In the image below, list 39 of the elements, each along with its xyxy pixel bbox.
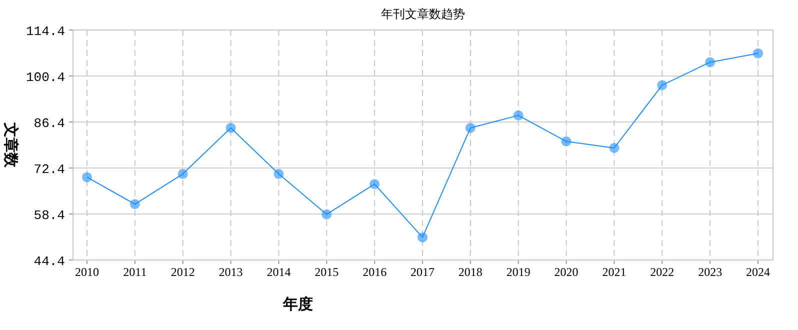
point (753, 48, 763, 58)
y-tick-label: 72.4 (34, 162, 66, 177)
x-tick-label: 2019 (506, 265, 530, 279)
x-tick-label: 2016 (362, 265, 387, 279)
x-tick-label: 2010 (75, 265, 99, 279)
x-tick-label: 2013 (218, 265, 243, 279)
point (465, 122, 476, 133)
y-axis-title: 文章数 (2, 122, 20, 168)
x-tick-label: 2021 (602, 265, 626, 279)
x-tick-label: 2024 (746, 265, 770, 279)
x-tick-label: 2020 (554, 265, 578, 279)
x-axis-title: 年度 (282, 295, 313, 313)
point (274, 168, 284, 179)
x-tick-label: 2014 (266, 265, 291, 279)
point (513, 110, 524, 120)
point (178, 168, 188, 179)
point (418, 232, 428, 242)
point (130, 199, 140, 210)
y-tick-label: 100.4 (26, 70, 66, 85)
y-tick-label: 58.4 (34, 208, 66, 223)
x-tick-label: 2017 (410, 265, 434, 279)
y-tick-label: 114.4 (26, 24, 66, 39)
point (561, 136, 572, 146)
point (705, 57, 716, 68)
x-tick-label: 2015 (314, 265, 339, 279)
point (226, 122, 236, 133)
y-tick-label: 44.4 (34, 254, 66, 269)
point (370, 179, 380, 190)
x-tick-label: 2018 (458, 265, 482, 279)
y-tick-label: 86.4 (34, 116, 66, 131)
chart-title: 年刊文章数趋势 (381, 7, 465, 21)
x-tick-label: 2012 (170, 265, 195, 279)
point (657, 80, 668, 90)
x-tick-label: 2011 (123, 265, 147, 279)
point (322, 209, 332, 220)
point (82, 172, 92, 182)
point (609, 142, 620, 153)
x-tick-label: 2022 (650, 265, 674, 279)
x-tick-label: 2023 (698, 265, 722, 279)
